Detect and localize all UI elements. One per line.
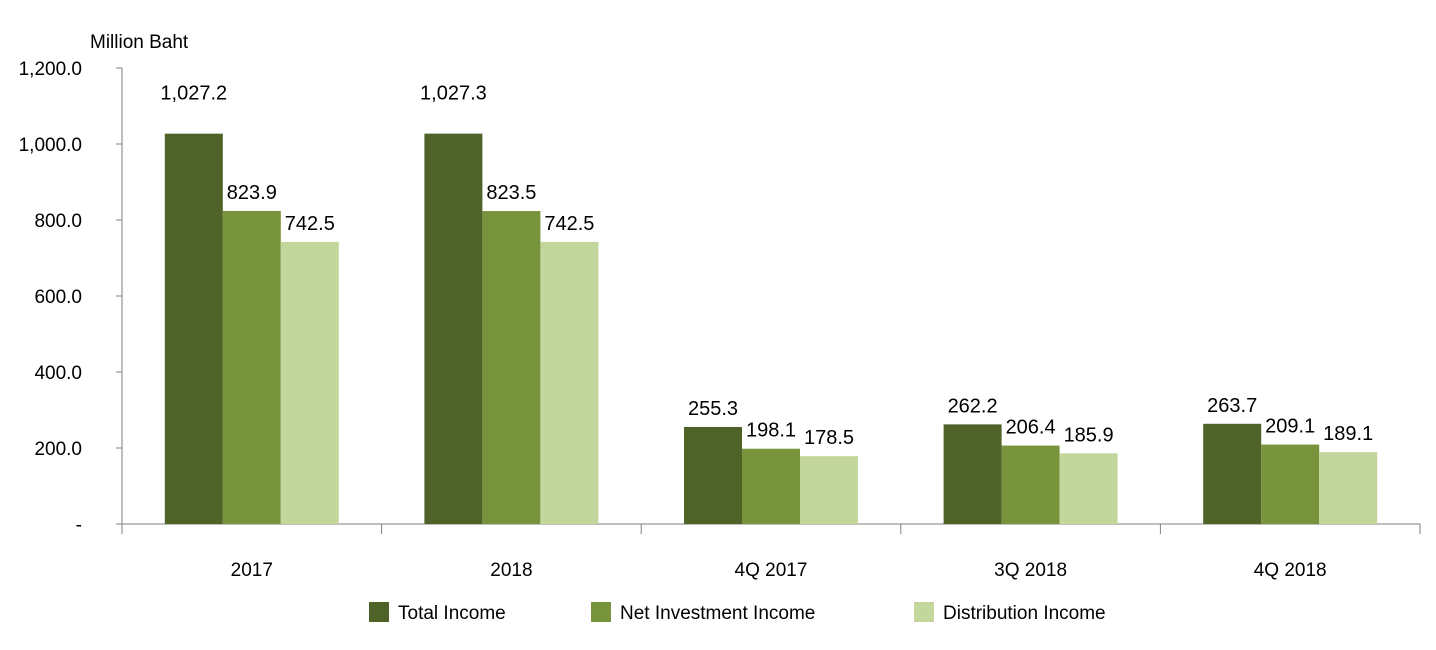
legend-swatch: [591, 602, 611, 622]
y-tick-label: 1,200.0: [19, 59, 82, 80]
data-label: 262.2: [948, 395, 998, 417]
legend-swatch: [369, 602, 389, 622]
bar: [1001, 445, 1060, 524]
bar: [1319, 452, 1378, 524]
data-label: 185.9: [1064, 424, 1114, 446]
y-tick-label: -: [76, 515, 82, 536]
legend-item: Total Income: [369, 602, 506, 624]
legend-swatch: [914, 602, 934, 622]
bar: [1203, 423, 1262, 524]
legend-label: Total Income: [398, 603, 506, 624]
x-tick-label: 4Q 2017: [735, 560, 808, 581]
bar: [943, 424, 1002, 524]
bar: [222, 210, 281, 524]
y-tick-label: 800.0: [34, 211, 82, 232]
x-tick-label: 3Q 2018: [994, 560, 1067, 581]
legend: Total Income Net Investment Income Distrib…: [369, 602, 1106, 624]
data-labels: 1,027.2 1,027.3 255.3 262.2 263.7 823.9 823.5 1…: [160, 83, 1373, 450]
bar: [424, 133, 483, 524]
x-tick-label: 2017: [231, 560, 273, 581]
y-tick-label: 600.0: [34, 287, 82, 308]
bar: [684, 426, 742, 524]
y-tick-label: 400.0: [34, 363, 82, 384]
bars: [164, 133, 1378, 524]
y-axis: - 200.0 400.0 600.0 800.0 1,000.0 1,200.0: [19, 59, 123, 536]
data-label: 823.5: [486, 182, 536, 204]
bar: [540, 241, 599, 524]
data-label: 742.5: [544, 213, 594, 235]
data-label: 206.4: [1006, 417, 1056, 439]
bar: [482, 211, 541, 524]
data-label: 742.5: [285, 213, 335, 235]
data-label: 1,027.3: [420, 83, 487, 105]
x-tick-label: 4Q 2018: [1254, 560, 1327, 581]
x-axis: 2017 2018 4Q 2017 3Q 2018 4Q 2018: [121, 523, 1421, 581]
data-label: 263.7: [1207, 395, 1257, 417]
bar: [742, 448, 800, 524]
legend-item: Distribution Income: [914, 602, 1106, 624]
y-tick-label: 200.0: [34, 439, 82, 460]
data-label: 1,027.2: [160, 83, 227, 105]
data-label: 823.9: [227, 182, 277, 204]
bar: [800, 456, 858, 524]
bar: [280, 241, 339, 524]
data-label: 189.1: [1323, 423, 1373, 445]
y-tick-label: 1,000.0: [19, 135, 82, 156]
data-label: 209.1: [1265, 416, 1315, 438]
x-tick-label: 2018: [490, 560, 532, 581]
data-label: 255.3: [688, 398, 738, 420]
y-axis-title: Million Baht: [90, 32, 189, 53]
legend-label: Net Investment Income: [620, 603, 815, 624]
bar: [1059, 453, 1118, 524]
bar: [1261, 444, 1320, 524]
legend-item: Net Investment Income: [591, 602, 815, 624]
data-label: 178.5: [804, 427, 854, 449]
bar: [164, 133, 223, 524]
legend-label: Distribution Income: [943, 603, 1106, 624]
data-label: 198.1: [746, 420, 796, 442]
